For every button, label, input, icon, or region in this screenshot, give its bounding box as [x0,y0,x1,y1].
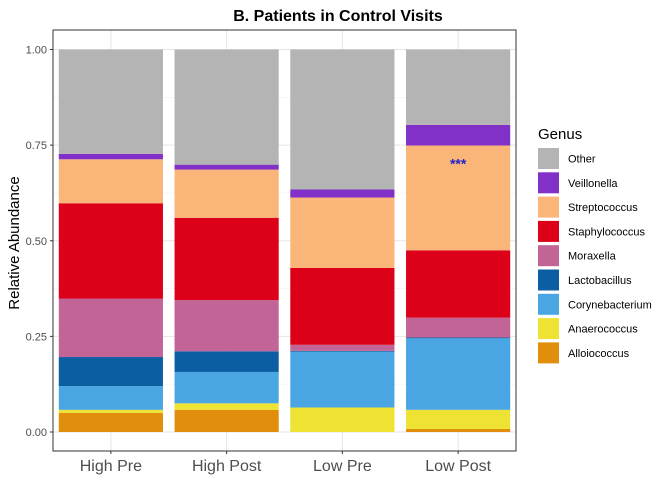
legend-label-lactobacillus: Lactobacillus [568,275,632,287]
legend-swatch-corynebacterium [538,293,559,315]
legend-swatch-veillonella [538,172,559,194]
y-tick-label: 1.00 [26,45,47,57]
bar-segment-anaerococcus [58,409,163,413]
bars-layer [58,49,511,432]
bar-segment-veillonella [174,164,279,170]
legend-label-veillonella: Veillonella [568,178,618,190]
x-tick-label: High Pre [80,458,142,475]
bar-segment-corynebacterium [58,386,163,410]
bar-segment-moraxella [290,344,395,351]
y-axis: 0.00 0.25 0.50 0.75 1.00 [26,45,53,439]
bar-segment-anaerococcus [174,403,279,410]
bar-segment-lactobacillus [174,351,279,372]
bar-segment-streptococcus [290,197,395,268]
legend-label-other: Other [568,154,596,166]
y-tick-label: 0.25 [26,331,47,343]
bar-segment-moraxella [58,298,163,358]
bar-segment-lactobacillus [406,337,511,339]
bar-segment-staphylococcus [174,217,279,301]
bar-segment-staphylococcus [58,203,163,299]
bar-segment-corynebacterium [174,371,279,404]
bar-segment-corynebacterium [290,351,395,408]
bar-segment-streptococcus [58,159,163,204]
legend-swatch-anaerococcus [538,318,559,340]
bar-segment-lactobacillus [290,350,395,352]
x-tick-label: High Post [192,458,262,475]
bar-segment-alloiococcus [406,428,511,432]
legend-title: Genus [538,126,582,143]
bar-segment-staphylococcus [406,250,511,318]
legend-swatch-lactobacillus [538,269,559,291]
x-axis: High Pre High Post Low Pre Low Post [80,451,492,475]
bar-segment-veillonella [406,124,511,146]
bar-segment-other [290,49,395,190]
bar-segment-alloiococcus [174,409,279,432]
y-tick-label: 0.50 [26,236,47,248]
bar-segment-other [406,49,511,125]
legend-swatch-other [538,148,559,169]
bar-segment-moraxella [406,317,511,338]
bar-segment-anaerococcus [406,409,511,429]
bar-segment-veillonella [58,153,163,160]
legend-swatch-moraxella [538,245,559,267]
bar-segment-other [58,49,163,154]
legend-label-alloiococcus: Alloiococcus [568,348,630,360]
legend-label-anaerococcus: Anaerococcus [568,324,638,336]
legend-label-staphylococcus: Staphylococcus [568,226,646,238]
bar-segment-streptococcus [406,145,511,251]
legend: Genus Other Veillonella Streptococcus Staph… [538,126,652,364]
legend-swatch-staphylococcus [538,220,559,242]
y-tick-label: 0.75 [26,140,47,152]
legend-swatch-alloiococcus [538,342,559,364]
significance-annotation: *** [450,155,467,171]
legend-label-streptococcus: Streptococcus [568,202,638,214]
legend-label-moraxella: Moraxella [568,251,617,263]
bar-segment-anaerococcus [290,407,395,432]
bar-segment-veillonella [290,189,395,198]
bar-segment-streptococcus [174,169,279,218]
y-tick-label: 0.00 [26,427,47,439]
y-axis-label: Relative Abundance [6,176,23,309]
bar-segment-moraxella [174,300,279,352]
chart-title: B. Patients in Control Visits [233,8,443,25]
bar-segment-corynebacterium [406,338,511,410]
legend-swatch-streptococcus [538,196,559,218]
x-tick-label: Low Post [425,458,491,475]
legend-label-corynebacterium: Corynebacterium [568,299,652,311]
bar-segment-other [174,49,279,165]
x-tick-label: Low Pre [313,458,372,475]
bar-segment-staphylococcus [290,267,395,345]
panel-border [52,29,517,452]
bar-segment-alloiococcus [58,412,163,432]
bar-segment-lactobacillus [58,357,163,387]
annotations-layer: *** [450,155,467,171]
